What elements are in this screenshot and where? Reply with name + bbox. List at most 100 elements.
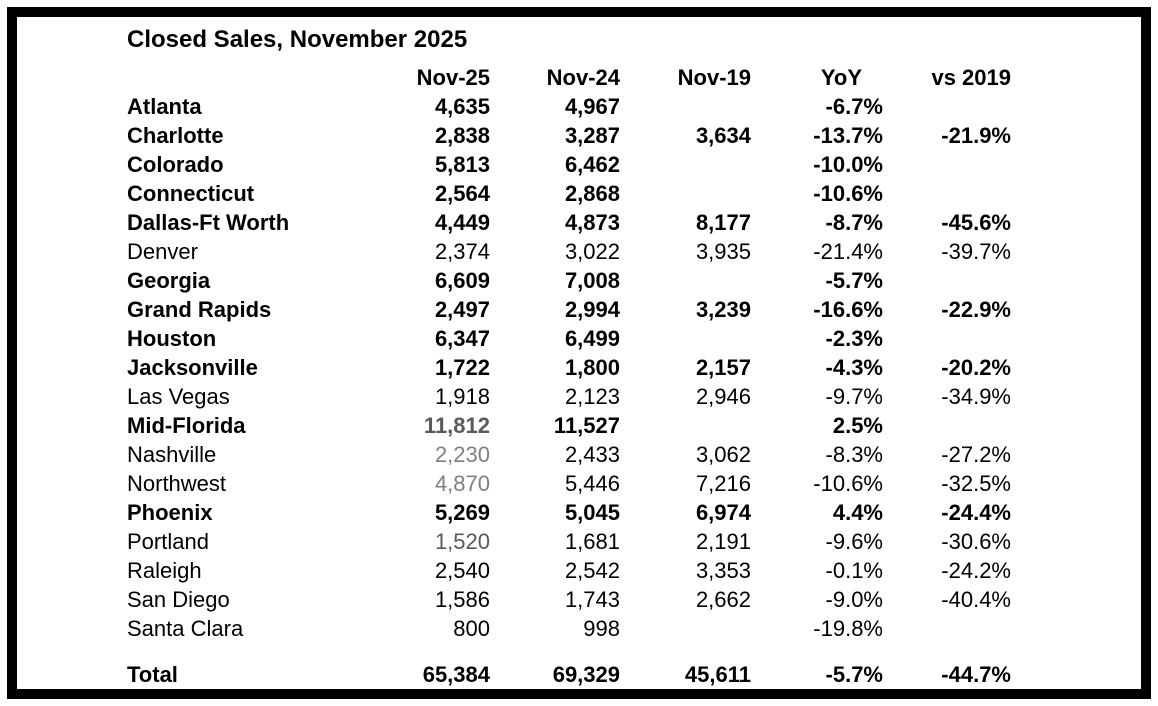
- table-row: Charlotte 2,838 3,287 3,634 -13.7% -21.9…: [127, 121, 1013, 150]
- value-cell-vs2019: [885, 92, 1013, 121]
- city-cell: Phoenix: [127, 500, 213, 525]
- value-cell-nov25: 4,635: [434, 94, 490, 119]
- value-cell-nov24: 3,022: [564, 239, 620, 264]
- value-cell-nov24: 3,287: [564, 123, 620, 148]
- table-row: Mid-Florida 11,812 11,527 2.5%: [127, 411, 1013, 440]
- value-cell-nov24: 4,967: [564, 94, 620, 119]
- city-cell: Atlanta: [127, 94, 202, 119]
- value-cell-nov24: 7,008: [564, 268, 620, 293]
- table-row: Connecticut 2,564 2,868 -10.6%: [127, 179, 1013, 208]
- value-cell-nov19: 3,062: [695, 442, 751, 467]
- table-row: Georgia 6,609 7,008 -5.7%: [127, 266, 1013, 295]
- value-cell-vs2019: -27.2%: [941, 442, 1011, 467]
- value-cell-nov24: 6,462: [564, 152, 620, 177]
- table-row: Colorado 5,813 6,462 -10.0%: [127, 150, 1013, 179]
- value-cell-nov24: 6,499: [564, 326, 620, 351]
- value-cell-yoy: -10.0%: [813, 152, 883, 177]
- value-cell-vs2019: -24.2%: [941, 558, 1011, 583]
- value-cell-nov24: 2,994: [564, 297, 620, 322]
- value-cell-vs2019: -39.7%: [941, 239, 1011, 264]
- value-cell-nov24: 5,045: [564, 500, 620, 525]
- value-cell-yoy: -8.3%: [825, 442, 883, 467]
- value-cell-nov19: [622, 266, 753, 295]
- value-cell-nov25: 6,347: [434, 326, 490, 351]
- value-cell-nov19: 2,157: [695, 355, 751, 380]
- value-cell-yoy: -0.1%: [825, 558, 883, 583]
- value-cell-vs2019: -34.9%: [941, 384, 1011, 409]
- table-row: Phoenix 5,269 5,045 6,974 4.4% -24.4%: [127, 498, 1013, 527]
- table-frame: Closed Sales, November 2025 Nov-25 Nov-2…: [7, 7, 1151, 699]
- value-cell-nov19: [622, 614, 753, 643]
- city-cell: Denver: [127, 239, 198, 264]
- column-header-yoy: YoY: [820, 65, 862, 90]
- total-nov19: 45,611: [684, 662, 751, 687]
- value-cell-nov19: 2,191: [695, 529, 751, 554]
- value-cell-nov24: 5,446: [564, 471, 620, 496]
- table-row: Atlanta 4,635 4,967 -6.7%: [127, 92, 1013, 121]
- value-cell-nov24: 2,123: [564, 384, 620, 409]
- value-cell-nov24: 998: [583, 616, 620, 641]
- column-header-nov25: Nov-25: [416, 65, 490, 90]
- table-row: Santa Clara 800 998 -19.8%: [127, 614, 1013, 643]
- value-cell-nov25: 2,540: [434, 558, 490, 583]
- table-row: Northwest 4,870 5,446 7,216 -10.6% -32.5…: [127, 469, 1013, 498]
- value-cell-nov25: 5,813: [434, 152, 490, 177]
- city-cell: Jacksonville: [127, 355, 258, 380]
- city-cell: Portland: [127, 529, 209, 554]
- table-row: Denver 2,374 3,022 3,935 -21.4% -39.7%: [127, 237, 1013, 266]
- value-cell-nov24: 1,743: [564, 587, 620, 612]
- value-cell-nov25: 800: [453, 616, 490, 641]
- value-cell-yoy: -5.7%: [825, 268, 883, 293]
- value-cell-nov19: 3,353: [695, 558, 751, 583]
- value-cell-nov25: 2,838: [434, 123, 490, 148]
- table-row: Houston 6,347 6,499 -2.3%: [127, 324, 1013, 353]
- value-cell-nov19: [622, 92, 753, 121]
- value-cell-yoy: -21.4%: [813, 239, 883, 264]
- city-cell: Raleigh: [127, 558, 202, 583]
- total-row: Total 65,384 69,329 45,611 -5.7% -44.7%: [127, 643, 1013, 689]
- value-cell-nov19: [622, 411, 753, 440]
- city-cell: Charlotte: [127, 123, 224, 148]
- value-cell-nov25: 1,722: [434, 355, 490, 380]
- value-cell-nov24: 11,527: [553, 413, 620, 438]
- table-row: Nashville 2,230 2,433 3,062 -8.3% -27.2%: [127, 440, 1013, 469]
- value-cell-vs2019: -30.6%: [941, 529, 1011, 554]
- value-cell-nov19: 2,946: [695, 384, 751, 409]
- value-cell-nov25: 1,918: [434, 384, 490, 409]
- value-cell-nov25: 2,230: [434, 442, 490, 467]
- value-cell-nov19: 7,216: [695, 471, 751, 496]
- total-nov25: 65,384: [422, 662, 490, 687]
- value-cell-nov19: 3,935: [695, 239, 751, 264]
- table-content: Closed Sales, November 2025 Nov-25 Nov-2…: [127, 25, 1027, 689]
- city-cell: Santa Clara: [127, 616, 244, 641]
- value-cell-nov19: 2,662: [695, 587, 751, 612]
- total-vs2019: -44.7%: [941, 662, 1011, 687]
- header-row: Nov-25 Nov-24 Nov-19 YoY vs 2019: [127, 63, 1013, 92]
- table-row: Las Vegas 1,918 2,123 2,946 -9.7% -34.9%: [127, 382, 1013, 411]
- table-row: Dallas-Ft Worth 4,449 4,873 8,177 -8.7% …: [127, 208, 1013, 237]
- city-cell: Grand Rapids: [127, 297, 272, 322]
- value-cell-nov25: 4,449: [434, 210, 490, 235]
- value-cell-yoy: -13.7%: [813, 123, 883, 148]
- value-cell-yoy: -16.6%: [813, 297, 883, 322]
- value-cell-nov19: [622, 179, 753, 208]
- city-cell: Colorado: [127, 152, 224, 177]
- value-cell-nov24: 2,542: [564, 558, 620, 583]
- value-cell-nov25: 4,870: [434, 471, 490, 496]
- value-cell-nov25: 1,520: [434, 529, 490, 554]
- value-cell-nov25: 6,609: [434, 268, 490, 293]
- table-row: Jacksonville 1,722 1,800 2,157 -4.3% -20…: [127, 353, 1013, 382]
- total-label: Total: [127, 662, 178, 687]
- total-yoy: -5.7%: [825, 662, 883, 687]
- value-cell-yoy: -9.0%: [825, 587, 883, 612]
- value-cell-vs2019: -40.4%: [941, 587, 1011, 612]
- table-row: Grand Rapids 2,497 2,994 3,239 -16.6% -2…: [127, 295, 1013, 324]
- city-cell: Connecticut: [127, 181, 255, 206]
- column-header-city: [127, 63, 395, 92]
- value-cell-vs2019: [885, 324, 1013, 353]
- total-nov24: 69,329: [552, 662, 620, 687]
- value-cell-nov19: 3,239: [695, 297, 751, 322]
- value-cell-nov24: 2,868: [564, 181, 620, 206]
- value-cell-nov25: 2,497: [434, 297, 490, 322]
- city-cell: Mid-Florida: [127, 413, 246, 438]
